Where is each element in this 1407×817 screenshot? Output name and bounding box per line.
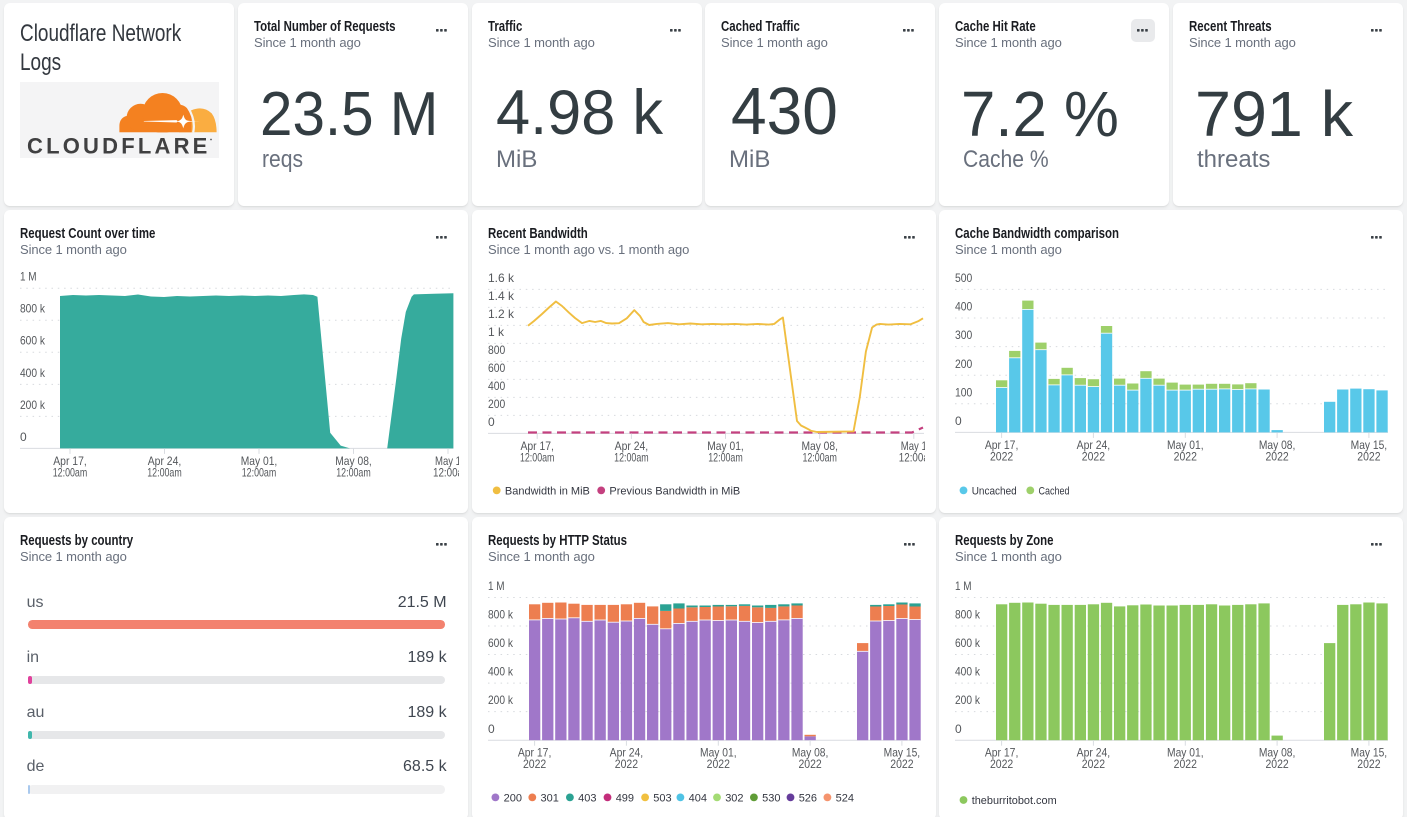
svg-text:800 k: 800 k: [488, 608, 514, 622]
svg-text:1.6 k: 1.6 k: [488, 271, 515, 285]
svg-text:12:00a: 12:00a: [899, 450, 925, 464]
svg-text:2022: 2022: [1082, 757, 1106, 771]
svg-text:theburritobot.com: theburritobot.com: [972, 795, 1057, 807]
svg-text:200: 200: [504, 792, 522, 804]
svg-text:404: 404: [689, 792, 707, 804]
svg-text:Uncached: Uncached: [972, 485, 1017, 497]
svg-text:2022: 2022: [990, 757, 1014, 771]
svg-text:526: 526: [799, 792, 817, 804]
svg-text:12:00am: 12:00am: [147, 465, 182, 479]
svg-text:2022: 2022: [890, 757, 914, 771]
svg-text:400 k: 400 k: [955, 665, 981, 679]
svg-text:May 15,: May 15,: [884, 746, 921, 760]
svg-text:1.4 k: 1.4 k: [488, 289, 515, 303]
svg-text:Apr 24,: Apr 24,: [615, 439, 649, 453]
svg-text:May 15,: May 15,: [1351, 438, 1388, 452]
svg-text:200 k: 200 k: [488, 693, 514, 707]
svg-text:524: 524: [836, 792, 854, 804]
svg-text:200: 200: [955, 357, 973, 371]
svg-text:12:00am: 12:00am: [242, 465, 277, 479]
svg-text:May 15,: May 15,: [1351, 746, 1388, 760]
svg-text:530: 530: [762, 792, 780, 804]
svg-text:600 k: 600 k: [20, 334, 46, 348]
svg-text:2022: 2022: [523, 757, 547, 771]
svg-text:Apr 24,: Apr 24,: [1077, 746, 1111, 760]
svg-text:499: 499: [616, 792, 634, 804]
svg-text:12:00am: 12:00am: [614, 450, 649, 464]
svg-text:Previous Bandwidth in MiB: Previous Bandwidth in MiB: [609, 485, 740, 497]
svg-text:Bandwidth in MiB: Bandwidth in MiB: [505, 485, 590, 497]
svg-text:600: 600: [488, 361, 506, 375]
svg-text:May 01,: May 01,: [1167, 438, 1204, 452]
svg-text:May 08,: May 08,: [801, 439, 838, 453]
svg-text:301: 301: [541, 792, 559, 804]
svg-text:100: 100: [955, 385, 973, 399]
svg-text:Apr 24,: Apr 24,: [1077, 438, 1111, 452]
svg-text:12:00am: 12:00am: [53, 465, 88, 479]
svg-text:600 k: 600 k: [955, 636, 981, 650]
svg-text:12:00am: 12:00am: [520, 450, 555, 464]
svg-text:Apr 17,: Apr 17,: [53, 454, 87, 468]
svg-text:12:00am: 12:00am: [708, 450, 743, 464]
svg-text:Apr 17,: Apr 17,: [518, 746, 552, 760]
svg-text:May 01,: May 01,: [241, 454, 278, 468]
svg-text:0: 0: [488, 722, 495, 736]
svg-text:1.2 k: 1.2 k: [488, 307, 515, 321]
svg-text:800: 800: [488, 343, 506, 357]
svg-text:2022: 2022: [1357, 757, 1381, 771]
svg-text:May 01,: May 01,: [700, 746, 737, 760]
svg-text:500: 500: [955, 271, 973, 285]
svg-text:0: 0: [488, 415, 495, 429]
svg-text:1 M: 1 M: [488, 579, 505, 593]
svg-text:400 k: 400 k: [20, 366, 46, 380]
svg-text:12:00am: 12:00am: [802, 450, 837, 464]
svg-text:800 k: 800 k: [20, 302, 46, 316]
svg-text:2022: 2022: [1174, 449, 1198, 463]
svg-text:0: 0: [20, 430, 27, 444]
svg-text:May 1: May 1: [901, 439, 925, 453]
svg-text:200: 200: [488, 397, 506, 411]
svg-text:403: 403: [578, 792, 596, 804]
svg-text:Cached: Cached: [1039, 485, 1070, 497]
svg-text:May 01,: May 01,: [1167, 746, 1204, 760]
svg-text:2022: 2022: [798, 757, 822, 771]
svg-text:Apr 24,: Apr 24,: [148, 454, 182, 468]
svg-text:600 k: 600 k: [488, 636, 514, 650]
svg-text:May 08,: May 08,: [1259, 746, 1296, 760]
svg-text:1 M: 1 M: [955, 579, 972, 593]
svg-text:0: 0: [955, 414, 962, 428]
svg-text:1 k: 1 k: [488, 325, 505, 339]
svg-text:Apr 24,: Apr 24,: [610, 746, 644, 760]
svg-text:503: 503: [653, 792, 671, 804]
svg-text:2022: 2022: [990, 449, 1014, 463]
svg-text:2022: 2022: [707, 757, 731, 771]
svg-text:Apr 17,: Apr 17,: [985, 746, 1019, 760]
svg-text:Apr 17,: Apr 17,: [985, 438, 1019, 452]
svg-text:300: 300: [955, 328, 973, 342]
svg-text:400: 400: [955, 300, 973, 314]
svg-text:1 M: 1 M: [20, 270, 37, 284]
svg-text:2022: 2022: [1357, 449, 1381, 463]
svg-text:2022: 2022: [1082, 449, 1106, 463]
svg-text:12:00am: 12:00am: [336, 465, 371, 479]
svg-text:302: 302: [725, 792, 743, 804]
svg-text:400: 400: [488, 379, 506, 393]
svg-text:400 k: 400 k: [488, 665, 514, 679]
svg-text:2022: 2022: [615, 757, 639, 771]
svg-text:May 1: May 1: [435, 454, 459, 468]
svg-text:CLOUDFLARE: CLOUDFLARE: [27, 133, 211, 157]
svg-text:May 08,: May 08,: [792, 746, 829, 760]
svg-text:Apr 17,: Apr 17,: [520, 439, 554, 453]
svg-text:12:00a: 12:00a: [433, 465, 459, 479]
svg-text:2022: 2022: [1265, 757, 1289, 771]
svg-text:200 k: 200 k: [955, 693, 981, 707]
svg-text:May 01,: May 01,: [707, 439, 744, 453]
svg-text:May 08,: May 08,: [1259, 438, 1296, 452]
svg-text:0: 0: [955, 722, 962, 736]
svg-text:2022: 2022: [1265, 449, 1289, 463]
svg-text:2022: 2022: [1174, 757, 1198, 771]
svg-text:May 08,: May 08,: [335, 454, 372, 468]
svg-text:200 k: 200 k: [20, 398, 46, 412]
svg-text:800 k: 800 k: [955, 608, 981, 622]
